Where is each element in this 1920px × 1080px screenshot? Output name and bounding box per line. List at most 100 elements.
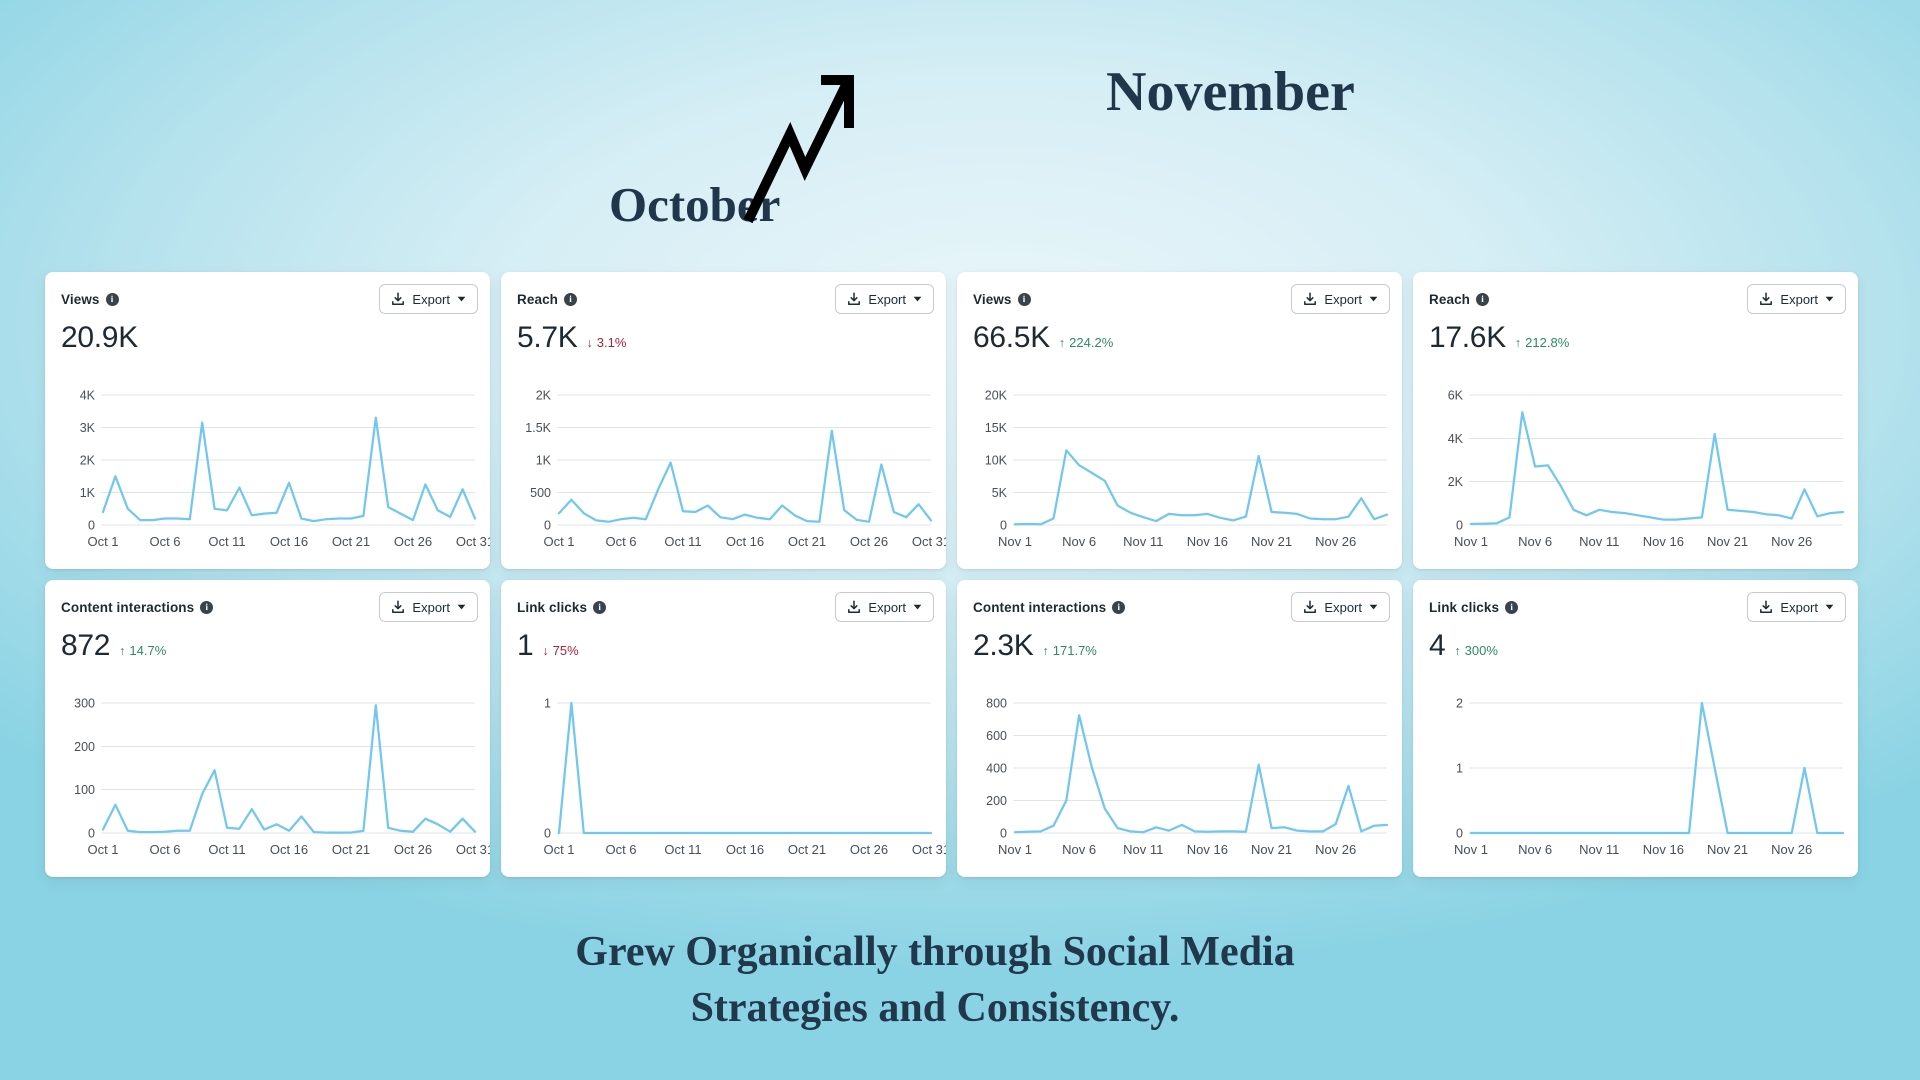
metric-delta: ↓ 75% [542, 643, 578, 658]
export-button[interactable]: Export [1291, 592, 1390, 622]
export-label: Export [868, 291, 906, 307]
metric-card-views-october: Views i Export 20.9K 4K 3K 2K 1K 0 Oct 1 Oct 6… [45, 272, 490, 569]
y-tick-label: 0 [88, 827, 95, 841]
x-tick-label: Oct 26 [850, 842, 888, 857]
x-tick-label: Nov 6 [1062, 842, 1096, 857]
metric-title: Views [973, 291, 1012, 307]
y-tick-label: 1K [536, 454, 552, 468]
card-header: Reach i Export [1429, 284, 1846, 314]
delta-arrow-icon: ↑ [1058, 336, 1066, 350]
chart-line [557, 701, 933, 835]
info-icon[interactable]: i [1017, 292, 1031, 306]
y-tick-label: 800 [986, 697, 1007, 711]
metric-value: 872 [61, 629, 111, 662]
delta-arrow-icon: ↑ [119, 644, 126, 658]
metric-delta: ↓ 3.1% [587, 335, 627, 350]
chart-line [557, 429, 933, 523]
info-icon[interactable]: i [1112, 600, 1126, 614]
info-icon[interactable]: i [200, 600, 214, 614]
cards-grid: Views i Export 20.9K 4K 3K 2K 1K 0 Oct 1 Oct 6… [45, 272, 1858, 877]
y-tick-label: 2K [80, 454, 96, 468]
x-tick-label: Nov 1 [1454, 842, 1488, 857]
x-tick-label: Oct 11 [664, 842, 701, 857]
metric-title: Link clicks [517, 599, 588, 615]
export-button[interactable]: Export [1747, 592, 1846, 622]
chart-line [1469, 701, 1845, 835]
metric-card-link-clicks-november: Link clicks i Export 4 ↑ 300% [1413, 580, 1858, 877]
chart-line [1013, 449, 1389, 526]
metric-title: Views [61, 291, 100, 307]
export-label: Export [868, 599, 906, 615]
chevron-down-icon [457, 604, 466, 610]
info-icon[interactable]: i [564, 292, 578, 306]
metric-title: Content interactions [973, 599, 1107, 615]
y-tick-label: 0 [1456, 519, 1463, 533]
export-label: Export [1780, 599, 1818, 615]
y-tick-label: 0 [1000, 827, 1007, 841]
x-tick-label: Oct 1 [87, 534, 118, 549]
delta-arrow-icon: ↑ [1042, 644, 1049, 658]
y-tick-label: 10K [985, 454, 1008, 468]
delta-arrow-icon: ↑ [1514, 336, 1522, 350]
export-button[interactable]: Export [835, 592, 934, 622]
export-button[interactable]: Export [379, 284, 478, 314]
y-tick-label: 2K [536, 389, 552, 403]
y-tick-label: 500 [530, 486, 551, 500]
chart-line [1013, 714, 1389, 834]
x-tick-label: Nov 16 [1187, 842, 1228, 857]
x-tick-label: Oct 6 [605, 534, 636, 549]
x-tick-label: Nov 11 [1579, 842, 1619, 857]
export-button[interactable]: Export [835, 284, 934, 314]
metric-value: 20.9K [61, 321, 138, 354]
chart-line [1469, 411, 1845, 526]
x-tick-label: Oct 16 [726, 842, 764, 857]
info-icon[interactable]: i [105, 292, 119, 306]
card-header: Content interactions i Export [973, 592, 1390, 622]
x-tick-label: Nov 11 [1579, 534, 1619, 549]
x-tick-label: Nov 6 [1518, 842, 1552, 857]
info-icon[interactable]: i [593, 600, 607, 614]
export-button[interactable]: Export [379, 592, 478, 622]
metric-card-reach-october: Reach i Export 5.7K ↓ 3.1% 2 [501, 272, 946, 569]
november-heading: November [1106, 61, 1355, 123]
delta-arrow-icon: ↓ [586, 336, 593, 350]
x-tick-label: Nov 16 [1643, 534, 1684, 549]
chevron-down-icon [913, 296, 922, 302]
metric-title: Reach [1429, 291, 1471, 307]
metric-title: Reach [517, 291, 559, 307]
info-icon[interactable]: i [1505, 600, 1519, 614]
metric-delta: ↑ 171.7% [1043, 643, 1097, 658]
chevron-down-icon [1369, 604, 1378, 610]
delta-value: 171.7% [1052, 643, 1097, 658]
x-tick-label: Oct 21 [332, 842, 370, 857]
metric-title-group: Views i [973, 292, 1031, 307]
delta-arrow-icon: ↓ [542, 644, 549, 658]
x-tick-label: Nov 26 [1771, 534, 1812, 549]
export-button[interactable]: Export [1747, 284, 1846, 314]
x-tick-label: Nov 6 [1518, 534, 1552, 549]
x-tick-label: Nov 1 [998, 842, 1032, 857]
metric-value: 66.5K [973, 321, 1050, 354]
metric-value-row: 66.5K ↑ 224.2% [973, 321, 1113, 355]
export-button[interactable]: Export [1291, 284, 1390, 314]
download-icon [1760, 600, 1773, 613]
x-tick-label: Nov 1 [1454, 534, 1488, 549]
x-tick-label: Oct 1 [543, 842, 574, 857]
y-tick-label: 1 [1456, 762, 1463, 776]
x-tick-label: Oct 21 [788, 842, 826, 857]
export-label: Export [1780, 291, 1818, 307]
metric-value-row: 872 ↑ 14.7% [61, 629, 166, 663]
download-icon [1304, 292, 1317, 305]
metric-value: 4 [1429, 629, 1446, 662]
x-tick-label: Nov 11 [1123, 534, 1163, 549]
chevron-down-icon [1825, 604, 1834, 610]
y-tick-label: 0 [1456, 827, 1463, 841]
x-tick-label: Oct 1 [543, 534, 574, 549]
metric-card-views-november: Views i Export 66.5K ↑ 224.2% [957, 272, 1402, 569]
y-tick-label: 1.5K [525, 421, 551, 435]
metric-title-group: Reach i [517, 291, 578, 307]
chevron-down-icon [457, 296, 466, 302]
info-icon[interactable]: i [1476, 292, 1490, 306]
